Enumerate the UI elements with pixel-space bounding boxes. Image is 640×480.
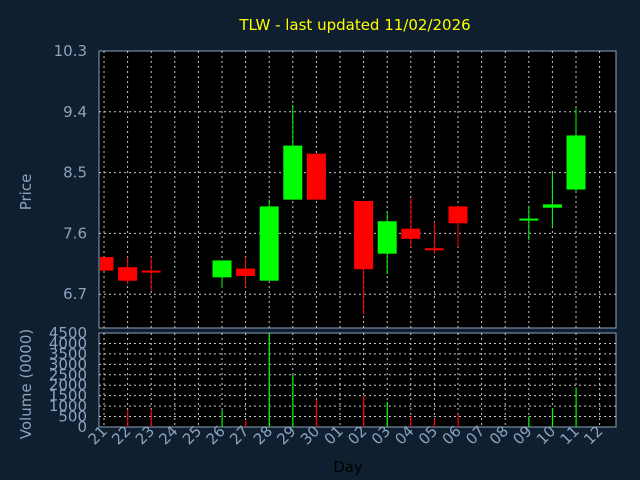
volume-tick-label: 1000	[49, 397, 87, 415]
volume-axis-label: Volume (0000)	[17, 329, 35, 439]
volume-tick-label: 4500	[49, 324, 87, 342]
candle-body	[212, 260, 232, 278]
price-tick-label: 10.3	[54, 42, 87, 60]
price-plot-area	[98, 50, 617, 329]
x-axis-label: Day	[333, 458, 363, 476]
volume-tick-label: 2500	[49, 366, 87, 384]
volume-bar	[433, 418, 436, 427]
candle-body	[424, 248, 444, 251]
volume-bar	[150, 410, 152, 427]
volume-bar	[292, 374, 294, 427]
volume-bar	[363, 395, 365, 427]
volume-tick-label: 3500	[49, 345, 87, 363]
volume-tick-label: 1500	[49, 387, 87, 405]
volume-bar	[457, 414, 459, 427]
volume-bar	[315, 399, 318, 427]
price-tick-label: 8.5	[63, 164, 87, 182]
candle-body	[306, 153, 326, 200]
candle-body	[141, 270, 161, 273]
volume-bar	[410, 416, 412, 427]
volume-tick-label: 4000	[49, 334, 87, 352]
candle-body	[283, 145, 303, 200]
volume-tick-label: 500	[58, 408, 87, 426]
candle-body	[259, 206, 279, 281]
volume-bar	[528, 416, 530, 427]
chart-title: TLW - last updated 11/02/2026	[238, 16, 470, 34]
price-tick-label: 6.7	[63, 285, 87, 303]
volume-plot-area	[98, 332, 617, 428]
price-y-ticks: 10.3 9.4 8.5 7.6 6.7	[54, 42, 87, 303]
price-panel: 10.3 9.4 8.5 7.6 6.7 Price	[17, 42, 617, 329]
volume-bars	[127, 333, 577, 427]
volume-grid	[99, 333, 616, 427]
price-tick-label: 9.4	[63, 103, 87, 121]
volume-tick-label: 3000	[49, 355, 87, 373]
candle-body	[542, 204, 562, 208]
candle-body	[401, 228, 421, 239]
volume-bar	[268, 333, 270, 427]
candle-body	[100, 257, 114, 271]
volume-bar	[551, 408, 554, 427]
volume-bar	[386, 401, 388, 427]
price-axis-label: Price	[17, 174, 35, 211]
volume-tick-label: 0	[77, 418, 87, 436]
volume-tick-label: 2000	[49, 376, 87, 394]
candle-body	[236, 268, 256, 276]
candle-body	[519, 218, 539, 221]
volume-bar	[127, 410, 129, 427]
volume-bar	[221, 410, 223, 427]
candle-body	[118, 267, 138, 281]
candle-body	[354, 200, 374, 270]
candles	[100, 105, 586, 315]
price-tick-label: 7.6	[63, 224, 87, 242]
candle-body	[448, 206, 468, 224]
candle-body	[566, 135, 586, 190]
candle-body	[377, 221, 397, 254]
volume-bar	[245, 420, 247, 427]
volume-bar	[575, 387, 577, 427]
